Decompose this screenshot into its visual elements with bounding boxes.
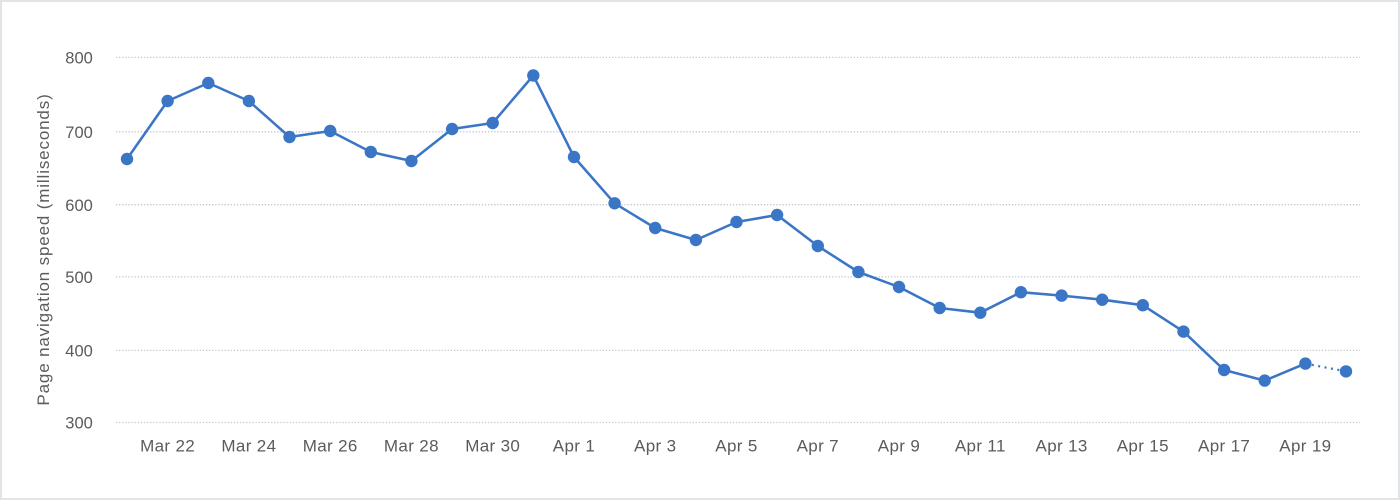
svg-text:700: 700: [65, 124, 93, 142]
svg-text:Mar 26: Mar 26: [303, 437, 358, 456]
svg-text:Apr 11: Apr 11: [955, 437, 1006, 456]
svg-text:Mar 24: Mar 24: [221, 437, 276, 456]
svg-text:Mar 22: Mar 22: [140, 437, 195, 456]
svg-text:500: 500: [65, 269, 93, 287]
svg-text:800: 800: [65, 50, 93, 68]
svg-text:Apr 1: Apr 1: [553, 437, 595, 456]
svg-text:Apr 5: Apr 5: [715, 437, 757, 456]
svg-text:Mar 28: Mar 28: [384, 437, 439, 456]
svg-text:Page navigation speed (millise: Page navigation speed (milliseconds): [34, 93, 53, 405]
svg-text:Apr 15: Apr 15: [1117, 437, 1169, 456]
svg-text:Apr 19: Apr 19: [1279, 437, 1331, 456]
svg-text:Apr 7: Apr 7: [797, 437, 839, 456]
svg-text:Apr 3: Apr 3: [634, 437, 676, 456]
svg-text:Mar 30: Mar 30: [465, 437, 520, 456]
svg-text:Apr 17: Apr 17: [1198, 437, 1250, 456]
svg-text:Apr 9: Apr 9: [878, 437, 920, 456]
svg-text:600: 600: [65, 197, 93, 215]
svg-text:Apr 13: Apr 13: [1036, 437, 1088, 456]
svg-text:400: 400: [65, 343, 93, 361]
svg-text:300: 300: [65, 415, 93, 433]
